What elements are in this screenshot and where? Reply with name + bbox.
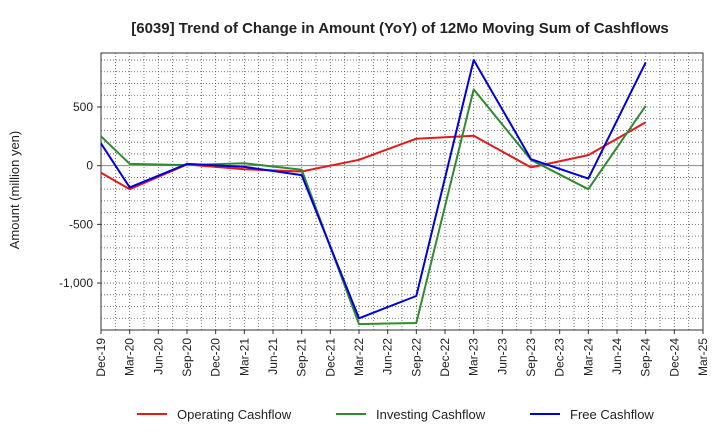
x-tick-label: Dec-23 xyxy=(553,338,567,377)
plot-frame xyxy=(100,52,704,331)
x-tick-label: Mar-25 xyxy=(696,338,710,376)
x-tick-label: Mar-21 xyxy=(237,338,251,376)
series-line-investing-cashflow xyxy=(100,88,647,326)
x-tick-label: Jun-24 xyxy=(610,338,624,375)
y-tick-label: 500 xyxy=(73,100,93,114)
legend-label: Free Cashflow xyxy=(570,407,654,422)
x-tick-label: Dec-22 xyxy=(438,338,452,377)
x-tick-label: Jun-23 xyxy=(495,338,509,375)
x-tick-label: Mar-23 xyxy=(467,338,481,376)
y-tick-label: 0 xyxy=(86,159,93,173)
x-tick-label: Dec-20 xyxy=(209,338,223,377)
x-tick-label: Dec-21 xyxy=(323,338,337,377)
x-tick-label: Mar-24 xyxy=(581,338,595,376)
x-tick-label: Sep-23 xyxy=(524,338,538,377)
x-tick-label: Mar-20 xyxy=(123,338,137,376)
x-tick-label: Jun-20 xyxy=(151,338,165,375)
x-tick-label: Dec-24 xyxy=(667,338,681,377)
y-tick-label: -500 xyxy=(69,217,93,231)
x-tick-label: Sep-20 xyxy=(180,338,194,377)
x-tick-label: Sep-21 xyxy=(295,338,309,377)
x-tick-label: Dec-19 xyxy=(94,338,108,377)
x-tick-label: Sep-22 xyxy=(409,338,423,377)
plot-area: 500 0 -500 -1,000 Dec-19 Mar-20 Jun-20 Sep-20 De… xyxy=(59,52,710,377)
chart-title: [6039] Trend of Change in Amount (YoY) o… xyxy=(131,20,669,37)
x-tick-label: Jun-22 xyxy=(381,338,395,375)
y-tick-label: -1,000 xyxy=(59,276,93,290)
x-tick-label: Mar-22 xyxy=(352,338,366,376)
legend-label: Investing Cashflow xyxy=(376,407,486,422)
series-line-free-cashflow xyxy=(100,59,647,320)
legend: Operating Cashflow Investing Cashflow Free… xyxy=(137,407,654,422)
x-tick-label: Sep-24 xyxy=(639,338,653,377)
legend-label: Operating Cashflow xyxy=(177,407,292,422)
y-axis-label: Amount (million yen) xyxy=(7,131,22,250)
x-tick-label: Jun-21 xyxy=(266,338,280,375)
